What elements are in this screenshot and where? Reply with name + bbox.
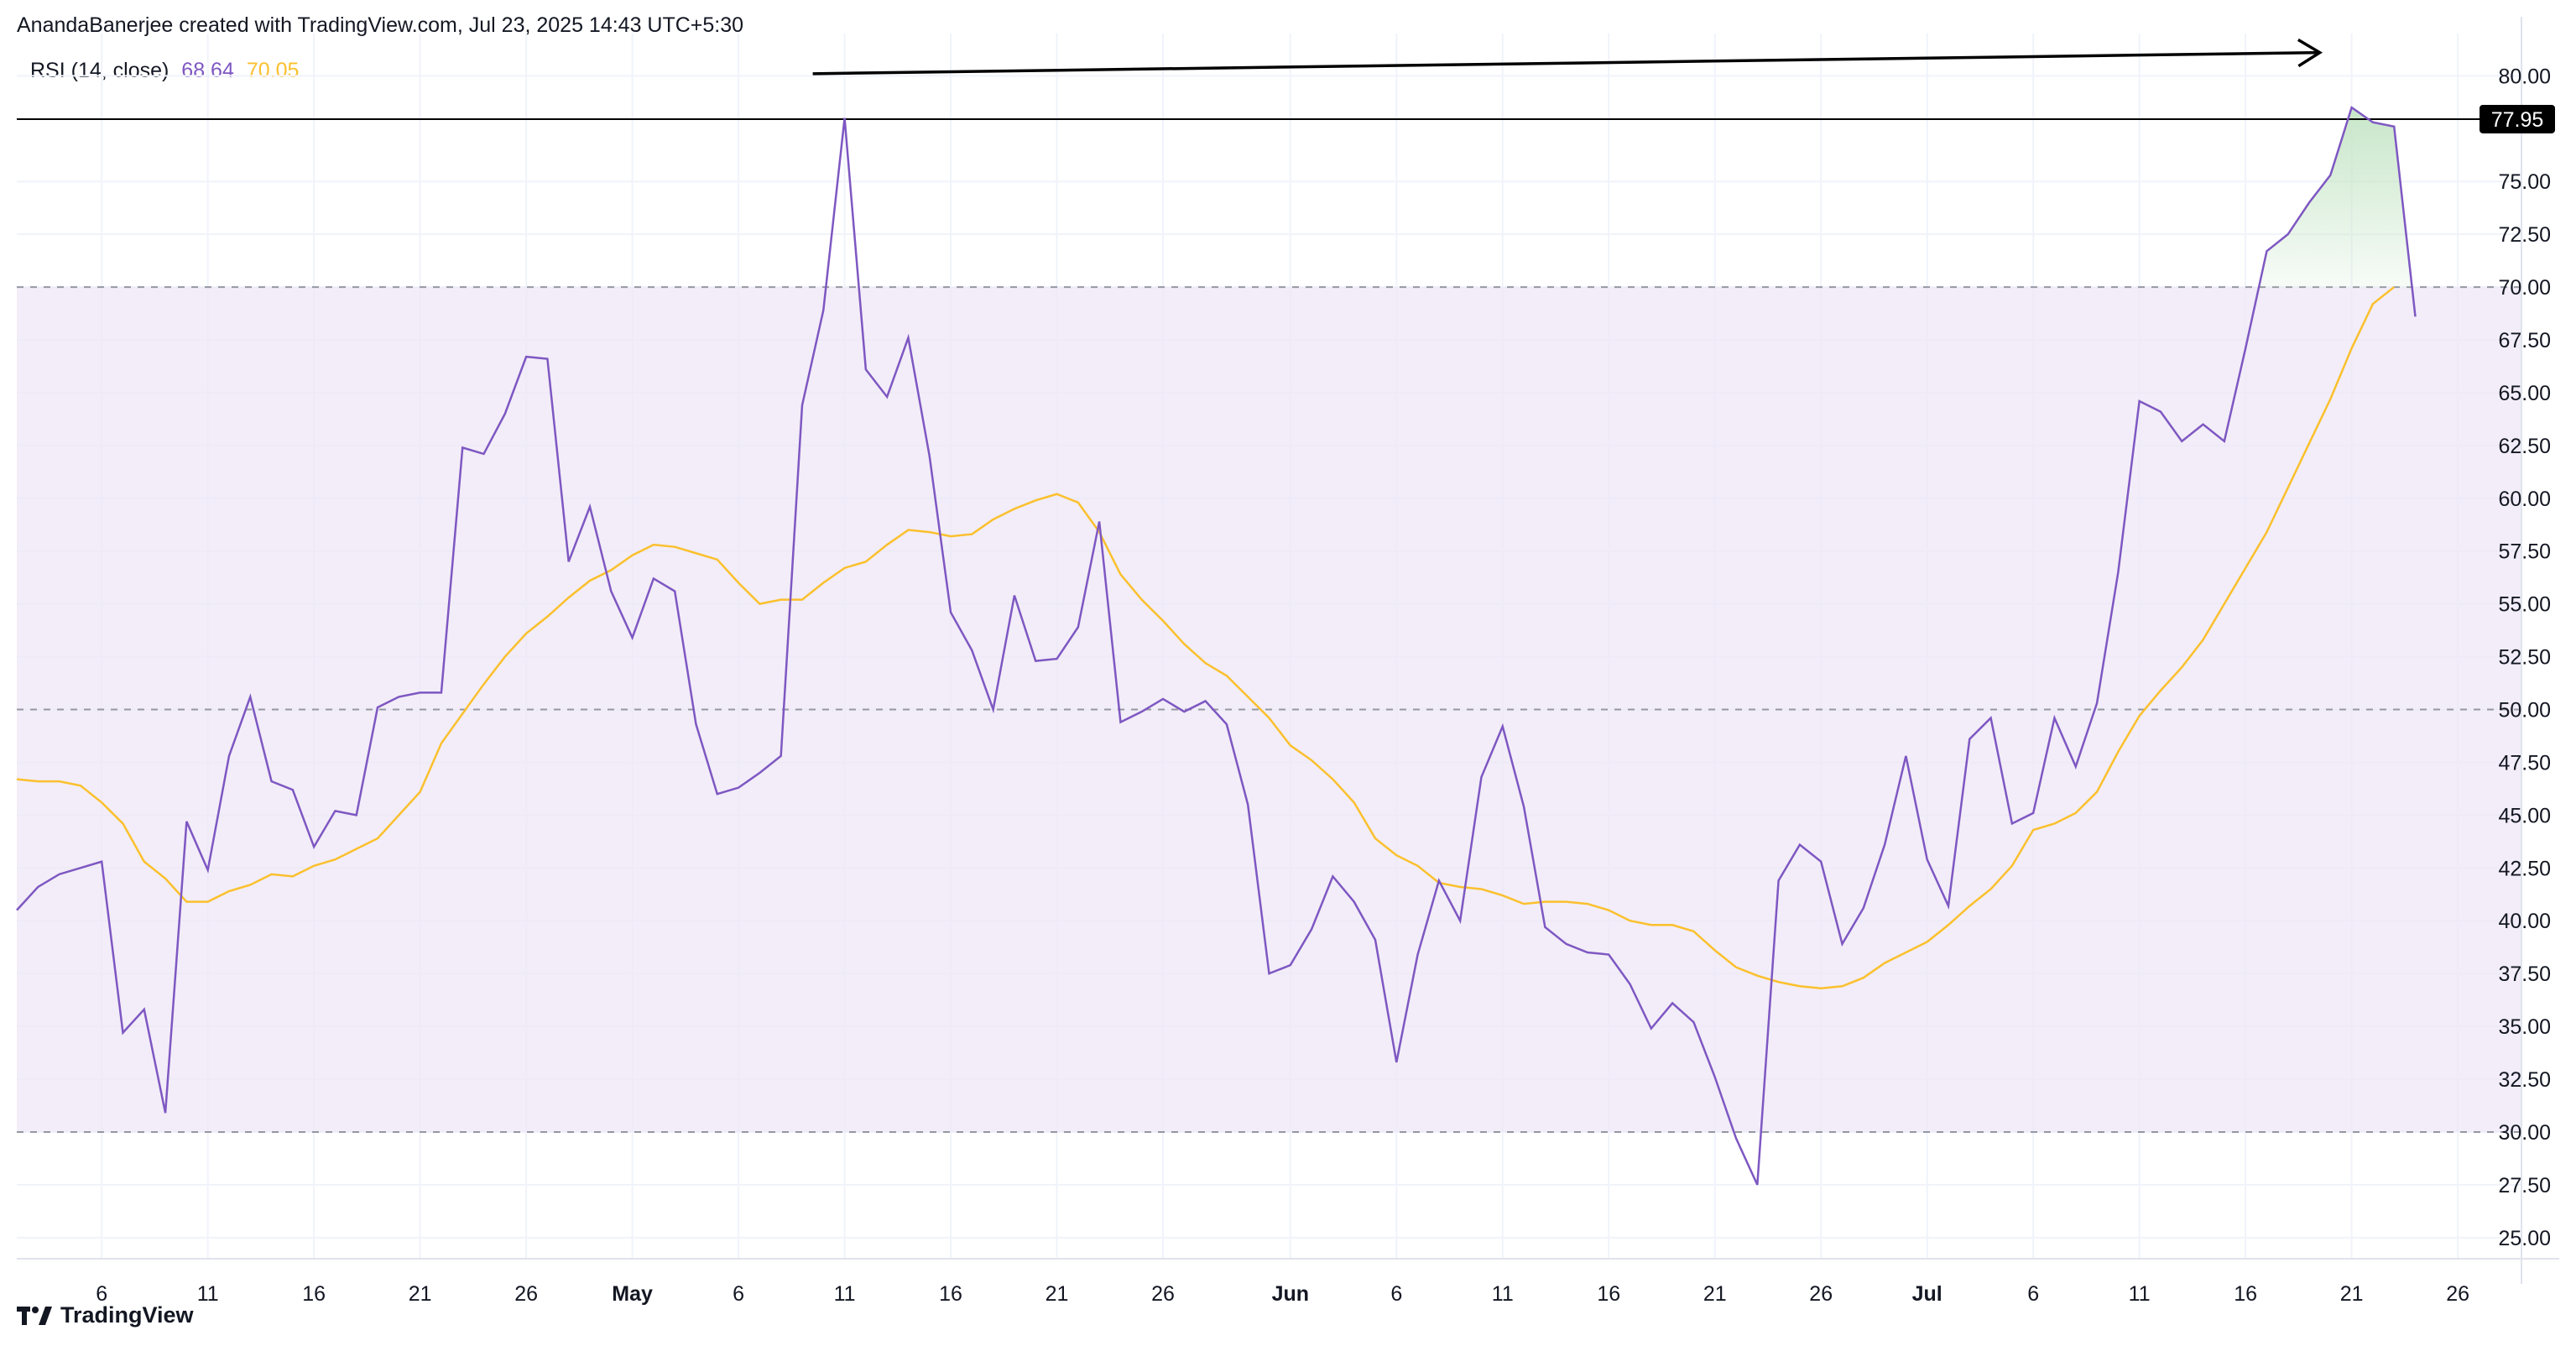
y-tick-label: 25.00 (2498, 1227, 2551, 1250)
x-tick-label: 6 (733, 1282, 744, 1306)
time-axis[interactable]: 6 11 16 21 26 May 6 11 16 21 26 Jun 6 11 16 21 26 Jul 6 11 1… (96, 1282, 2469, 1306)
level-price-tag: 77.95 (2480, 104, 2555, 133)
x-tick-label: May (612, 1282, 653, 1306)
y-tick-label: 60.00 (2498, 488, 2551, 511)
y-tick-label: 27.50 (2498, 1174, 2551, 1197)
x-tick-label: 26 (514, 1282, 538, 1306)
y-tick-label: 45.00 (2498, 804, 2551, 827)
overbought-fill (2259, 107, 2412, 288)
arrow-shaft (812, 50, 2320, 76)
y-tick-label: 57.50 (2498, 540, 2551, 564)
y-tick-label: 80.00 (2498, 65, 2551, 88)
x-tick-label: 16 (939, 1282, 962, 1306)
x-tick-label: 16 (302, 1282, 326, 1306)
y-tick-label: 50.00 (2498, 699, 2551, 723)
rsi-band-lines (17, 286, 2521, 1133)
x-tick-label: 6 (1390, 1282, 1402, 1306)
y-tick-label: 40.00 (2498, 910, 2551, 933)
x-tick-label: 6 (96, 1282, 107, 1306)
y-tick-label: 52.50 (2498, 646, 2551, 670)
y-tick-label: 70.00 (2498, 276, 2551, 300)
ma-series-line (16, 286, 2395, 990)
x-tick-label: 26 (1151, 1282, 1175, 1306)
price-tag-label: 77.95 (2491, 108, 2544, 132)
tradingview-logo-icon (17, 1306, 52, 1325)
footer-brand: TradingView (60, 1302, 194, 1328)
x-tick-label: 11 (2129, 1282, 2151, 1306)
x-tick-label: 21 (409, 1282, 432, 1306)
indicator-label: RSI (14, close) (30, 59, 169, 82)
y-tick-label: 62.50 (2498, 435, 2551, 458)
x-tick-label: 16 (2234, 1282, 2257, 1306)
y-tick-label: 32.50 (2498, 1068, 2551, 1092)
x-tick-label: 11 (1492, 1282, 1514, 1306)
y-tick-label: 37.50 (2498, 963, 2551, 986)
price-axis[interactable]: 80.00 75.00 72.50 70.00 67.50 65.00 62.50 60.00… (2498, 65, 2551, 1249)
x-tick-label: 11 (834, 1282, 856, 1306)
x-tick-label: 21 (2340, 1282, 2364, 1306)
x-tick-label: Jul (1912, 1282, 1942, 1306)
indicator-legend[interactable]: RSI (14, close) 68.64 70.05 (30, 59, 305, 83)
y-tick-label: 72.50 (2498, 223, 2551, 247)
y-tick-label: 42.50 (2498, 857, 2551, 880)
y-tick-label: 75.00 (2498, 170, 2551, 194)
y-tick-label: 55.00 (2498, 593, 2551, 617)
x-tick-label: 21 (1046, 1282, 1069, 1306)
x-tick-label: 16 (1597, 1282, 1620, 1306)
y-tick-label: 65.00 (2498, 382, 2551, 405)
arrow-head (2297, 38, 2323, 68)
tradingview-logo[interactable]: TradingView (17, 1302, 194, 1328)
y-tick-label: 35.00 (2498, 1015, 2551, 1039)
x-tick-label: Jun (1272, 1282, 1309, 1306)
chart-credit-text: AnandaBanerjee created with TradingView.… (17, 13, 744, 37)
ma-legend-value: 70.05 (246, 59, 300, 82)
x-tick-label: 6 (2027, 1282, 2039, 1306)
price-tag-box (2480, 104, 2555, 133)
x-tick-label: 21 (1703, 1282, 1727, 1306)
y-tick-label: 30.00 (2498, 1121, 2551, 1145)
y-tick-label: 47.50 (2498, 751, 2551, 775)
x-tick-label: 26 (1809, 1282, 1833, 1306)
trend-arrow-annotation (812, 38, 2323, 76)
x-tick-label: 11 (197, 1282, 219, 1306)
y-tick-label: 67.50 (2498, 329, 2551, 352)
rsi-series-line (16, 106, 2417, 1186)
x-tick-label: 26 (2446, 1282, 2469, 1306)
